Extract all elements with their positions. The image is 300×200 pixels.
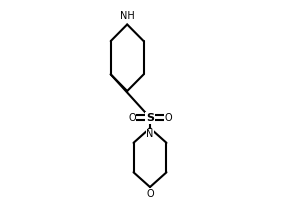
Text: NH: NH (120, 11, 135, 21)
Text: O: O (128, 113, 136, 123)
Text: N: N (146, 129, 154, 139)
Text: O: O (146, 189, 154, 199)
Text: S: S (146, 113, 154, 123)
Text: O: O (164, 113, 172, 123)
